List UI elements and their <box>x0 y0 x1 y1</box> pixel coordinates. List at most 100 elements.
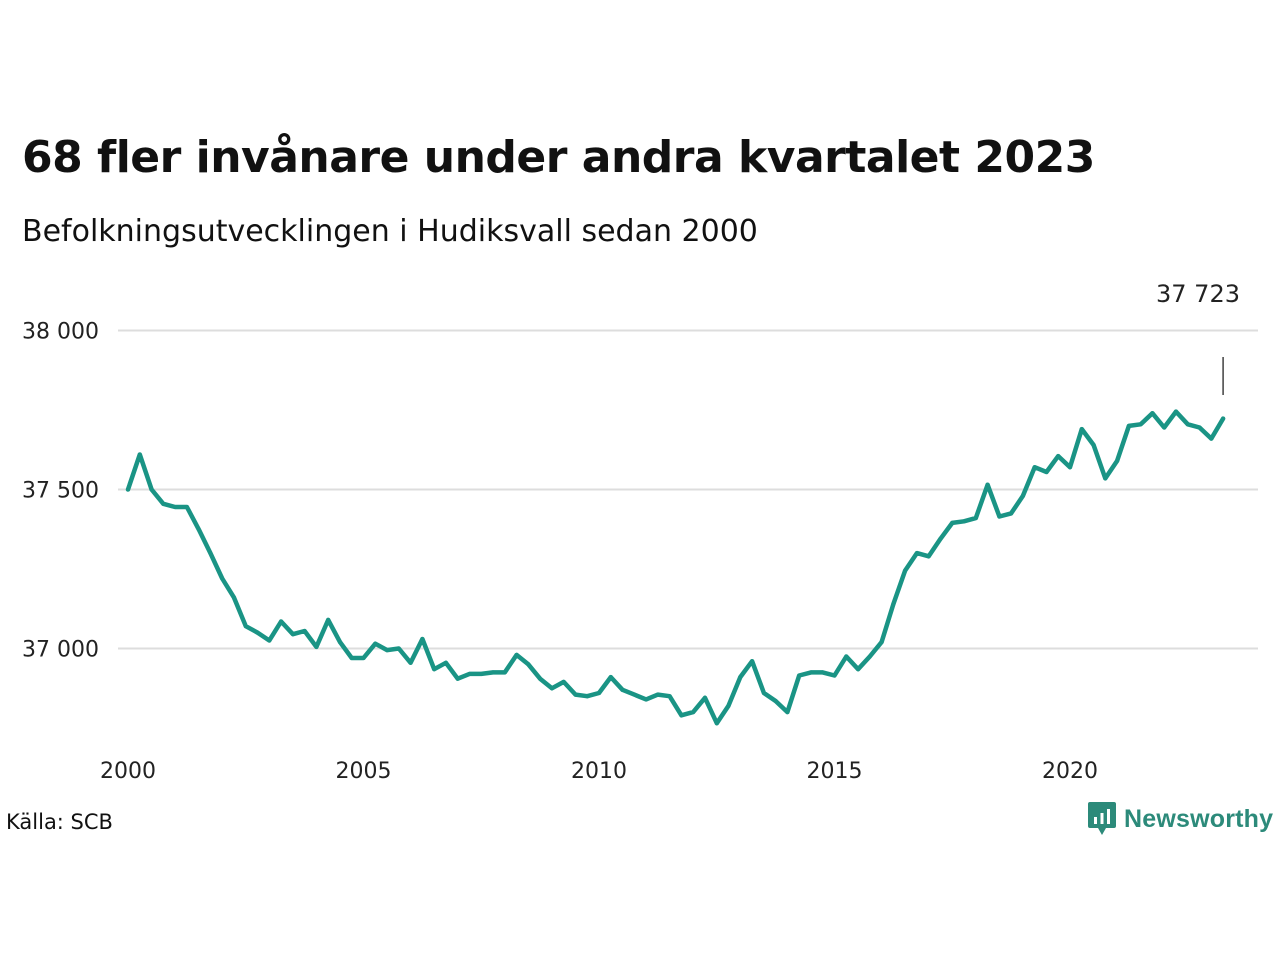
data-point <box>279 619 284 624</box>
data-point <box>891 601 896 606</box>
data-point <box>1032 465 1037 470</box>
x-tick-label: 2005 <box>336 759 392 784</box>
data-point <box>314 644 319 649</box>
data-point <box>267 638 272 643</box>
data-point <box>1009 511 1014 516</box>
data-point <box>903 568 908 573</box>
data-point <box>1115 458 1120 463</box>
data-point <box>573 692 578 697</box>
data-point <box>832 673 837 678</box>
data-point <box>879 640 884 645</box>
data-point <box>1091 442 1096 447</box>
data-point <box>1185 422 1190 427</box>
data-point <box>620 687 625 692</box>
data-point <box>750 659 755 664</box>
data-point <box>1209 436 1214 441</box>
x-tick-label: 2015 <box>807 759 863 784</box>
data-point <box>1068 465 1072 470</box>
data-point <box>514 652 519 657</box>
y-axis-labels: 37 000 37 500 38 000 <box>22 320 99 663</box>
data-point <box>997 514 1002 519</box>
last-value-annotation: 37 723 <box>1156 280 1240 395</box>
data-point <box>667 694 672 699</box>
newsworthy-logo-icon <box>1088 802 1116 835</box>
data-point <box>691 710 696 715</box>
data-point <box>184 504 189 509</box>
data-point <box>561 679 566 684</box>
data-point <box>161 501 166 506</box>
data-point <box>220 576 225 581</box>
data-point <box>608 675 613 680</box>
chart-subtitle: Befolkningsutvecklingen i Hudiksvall sed… <box>22 214 758 249</box>
data-point <box>196 527 201 532</box>
data-point <box>1056 454 1061 459</box>
data-point <box>1020 493 1025 498</box>
data-point <box>538 676 543 681</box>
data-point <box>420 636 425 641</box>
data-point <box>702 695 707 700</box>
data-point <box>243 624 248 629</box>
data-point <box>373 641 378 646</box>
data-point <box>1162 425 1167 430</box>
population-series <box>125 409 1226 726</box>
data-point <box>1150 411 1155 416</box>
data-point <box>349 656 354 661</box>
data-point <box>443 660 448 665</box>
data-point <box>467 671 472 676</box>
data-point <box>231 595 236 600</box>
brand-logo[interactable]: Newsworthy <box>1088 802 1273 836</box>
annotation-label: 37 723 <box>1156 280 1240 308</box>
data-point <box>137 452 142 457</box>
y-tick-label: 37 000 <box>22 638 99 663</box>
data-point <box>914 551 919 556</box>
data-point <box>396 646 401 651</box>
data-point <box>126 487 130 492</box>
data-point <box>326 617 331 622</box>
data-point <box>867 654 872 659</box>
data-point <box>491 670 496 675</box>
data-point <box>549 686 554 691</box>
data-point <box>714 721 719 726</box>
data-point <box>597 691 601 696</box>
data-point <box>455 676 460 681</box>
y-tick-label: 38 000 <box>22 320 99 345</box>
chart-title: 68 fler invånare under andra kvartalet 2… <box>22 132 1095 183</box>
data-point <box>679 713 684 718</box>
data-point <box>1126 423 1131 428</box>
data-point <box>1221 416 1226 421</box>
data-point <box>950 520 955 525</box>
data-point <box>1044 470 1049 475</box>
data-point <box>1138 422 1143 427</box>
grid-lines <box>118 329 1258 650</box>
data-point <box>173 504 178 509</box>
data-point <box>655 692 660 697</box>
data-point <box>738 675 743 680</box>
data-point <box>632 692 637 697</box>
data-point <box>726 703 731 708</box>
brand-name: Newsworthy <box>1124 804 1274 833</box>
data-point <box>856 667 861 672</box>
data-point <box>962 519 967 524</box>
data-point <box>785 710 790 715</box>
data-point <box>408 660 413 665</box>
y-tick-label: 37 500 <box>22 479 99 504</box>
x-axis-labels: 2000 2005 2010 2015 2020 <box>100 759 1098 784</box>
x-tick-label: 2000 <box>100 759 156 784</box>
data-point <box>149 487 154 492</box>
data-point <box>797 673 802 678</box>
data-point <box>926 554 931 559</box>
data-point <box>985 482 990 487</box>
data-point <box>1173 409 1178 414</box>
data-point <box>479 671 484 676</box>
data-point <box>526 662 531 667</box>
data-point <box>290 632 295 637</box>
data-point <box>644 697 649 702</box>
data-point <box>385 648 390 653</box>
data-point <box>302 629 307 634</box>
data-point <box>432 667 437 672</box>
data-point <box>1079 427 1084 432</box>
source-note: Källa: SCB <box>6 810 113 834</box>
x-tick-label: 2020 <box>1042 759 1098 784</box>
data-point <box>1197 425 1202 430</box>
